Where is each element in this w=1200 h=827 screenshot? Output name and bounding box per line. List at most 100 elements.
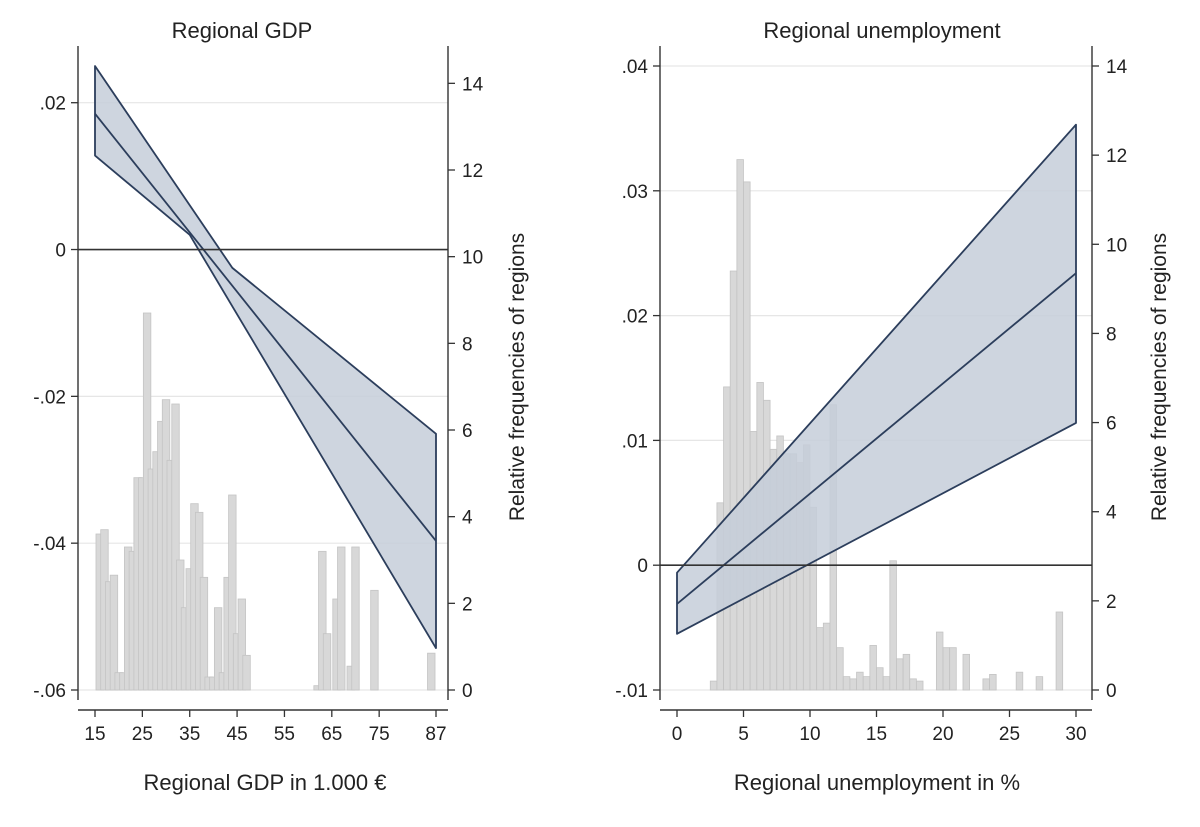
histogram <box>95 312 436 691</box>
histogram-bar <box>982 678 990 691</box>
confidence-band <box>94 65 437 650</box>
y-tick-label: .04 <box>622 57 649 78</box>
y2-tick-label: 2 <box>462 594 473 615</box>
y2-tick-label: 14 <box>1106 57 1128 78</box>
histogram-bar <box>849 678 857 691</box>
estimate-line <box>94 113 437 542</box>
axes <box>653 46 1099 717</box>
y2-tick-label: 10 <box>462 248 483 269</box>
histogram-bar <box>896 658 904 691</box>
x-tick-label: 15 <box>866 724 887 745</box>
histogram-bar <box>242 654 251 691</box>
histogram-bar <box>862 676 871 691</box>
histogram-bar <box>836 647 844 691</box>
y2-tick-label: 12 <box>462 161 483 182</box>
y2-tick-label: 6 <box>1106 414 1117 435</box>
histogram-bar <box>989 674 997 691</box>
histogram-bar <box>427 652 436 691</box>
y2-tick-label: 0 <box>462 681 473 702</box>
x-tick-label: 20 <box>932 724 953 745</box>
chart-title: Regional unemployment <box>763 18 1000 43</box>
y2-axis-label: Relative frequencies of regions <box>506 233 529 521</box>
y-tick-label: -.01 <box>615 681 648 702</box>
panel-regional-unemployment: Regional unemployment .04 .03 .02 .01 0 -.01 1… <box>615 18 1171 795</box>
x-tick-label: 75 <box>369 724 390 745</box>
histogram-bar <box>736 159 744 691</box>
tick-labels: .02 0 -.02 -.04 -.06 14 12 10 8 6 4 2 0 15 25 35 45 55 65 7… <box>33 74 483 745</box>
histogram-bar <box>842 676 851 691</box>
histogram-bar <box>909 678 917 691</box>
confidence-band-area <box>94 65 437 650</box>
y-tick-label: .01 <box>622 431 648 452</box>
histogram-bar <box>237 598 246 691</box>
histogram-bar <box>902 653 911 691</box>
estimate-line <box>676 272 1077 605</box>
histogram-bar <box>709 680 718 691</box>
chart-title: Regional GDP <box>172 18 313 43</box>
histogram-bar <box>213 607 223 691</box>
histogram-bar <box>869 645 877 691</box>
confidence-band <box>676 123 1077 635</box>
histogram-bar <box>856 671 864 691</box>
x-tick-label: 25 <box>999 724 1020 745</box>
y-tick-label: -.02 <box>33 387 66 408</box>
x-tick-label: 15 <box>84 724 105 745</box>
y-tick-label: 0 <box>637 556 648 577</box>
y2-axis-label: Relative frequencies of regions <box>1148 233 1171 521</box>
histogram-bar <box>351 546 360 691</box>
histogram-bar <box>1035 676 1044 691</box>
histogram-bar <box>1015 671 1024 691</box>
histogram-bar <box>882 676 891 691</box>
histogram-bar <box>743 181 751 691</box>
y-tick-label: .02 <box>622 307 648 328</box>
y-tick-label: 0 <box>55 241 66 262</box>
histogram-bar <box>935 631 944 691</box>
y2-tick-label: 6 <box>462 421 473 442</box>
y-tick-label: .02 <box>40 94 66 115</box>
histogram-bar <box>228 494 237 691</box>
histogram-bar <box>109 574 119 691</box>
histogram-bar <box>889 560 897 691</box>
histogram-bar <box>199 576 209 691</box>
y2-tick-label: 0 <box>1106 681 1117 702</box>
histogram-bar <box>876 667 884 691</box>
y-tick-label: -.06 <box>33 681 66 702</box>
histogram-bar <box>318 550 327 691</box>
x-tick-label: 35 <box>179 724 200 745</box>
y2-tick-label: 12 <box>1106 146 1127 167</box>
x-tick-label: 65 <box>321 724 342 745</box>
x-tick-label: 10 <box>799 724 820 745</box>
x-tick-label: 5 <box>738 724 749 745</box>
histogram-bar <box>816 627 824 691</box>
x-tick-label: 30 <box>1065 724 1086 745</box>
y2-tick-label: 4 <box>462 508 473 529</box>
histogram-bar <box>337 546 346 691</box>
x-tick-label: 55 <box>274 724 295 745</box>
histogram-bar <box>962 653 970 691</box>
histogram-bar <box>322 633 332 691</box>
histogram-bar <box>916 680 924 691</box>
y-tick-label: .03 <box>622 182 648 203</box>
y2-tick-label: 8 <box>1106 324 1117 345</box>
y2-tick-label: 2 <box>1106 592 1117 613</box>
y-tick-label: -.04 <box>33 534 66 555</box>
y2-tick-label: 8 <box>462 334 473 355</box>
histogram-bar <box>822 622 831 691</box>
confidence-band-area <box>676 123 1077 635</box>
x-tick-label: 45 <box>227 724 248 745</box>
histogram-bar <box>370 589 379 691</box>
panel-regional-gdp: Regional GDP .02 0 -.02 -.04 -.06 14 12 10 8 6 4 2 0… <box>33 18 529 795</box>
histogram-bar <box>949 647 957 691</box>
x-tick-label: 0 <box>672 724 683 745</box>
histogram-bar <box>1055 611 1064 691</box>
x-tick-label: 87 <box>425 724 446 745</box>
y2-tick-label: 14 <box>462 74 484 95</box>
x-axis-label: Regional GDP in 1.000 € <box>144 770 387 795</box>
histogram-bar <box>171 403 180 691</box>
histogram-bar <box>942 647 951 691</box>
x-axis-label: Regional unemployment in % <box>734 770 1020 795</box>
axes <box>71 46 455 717</box>
x-tick-label: 25 <box>132 724 153 745</box>
